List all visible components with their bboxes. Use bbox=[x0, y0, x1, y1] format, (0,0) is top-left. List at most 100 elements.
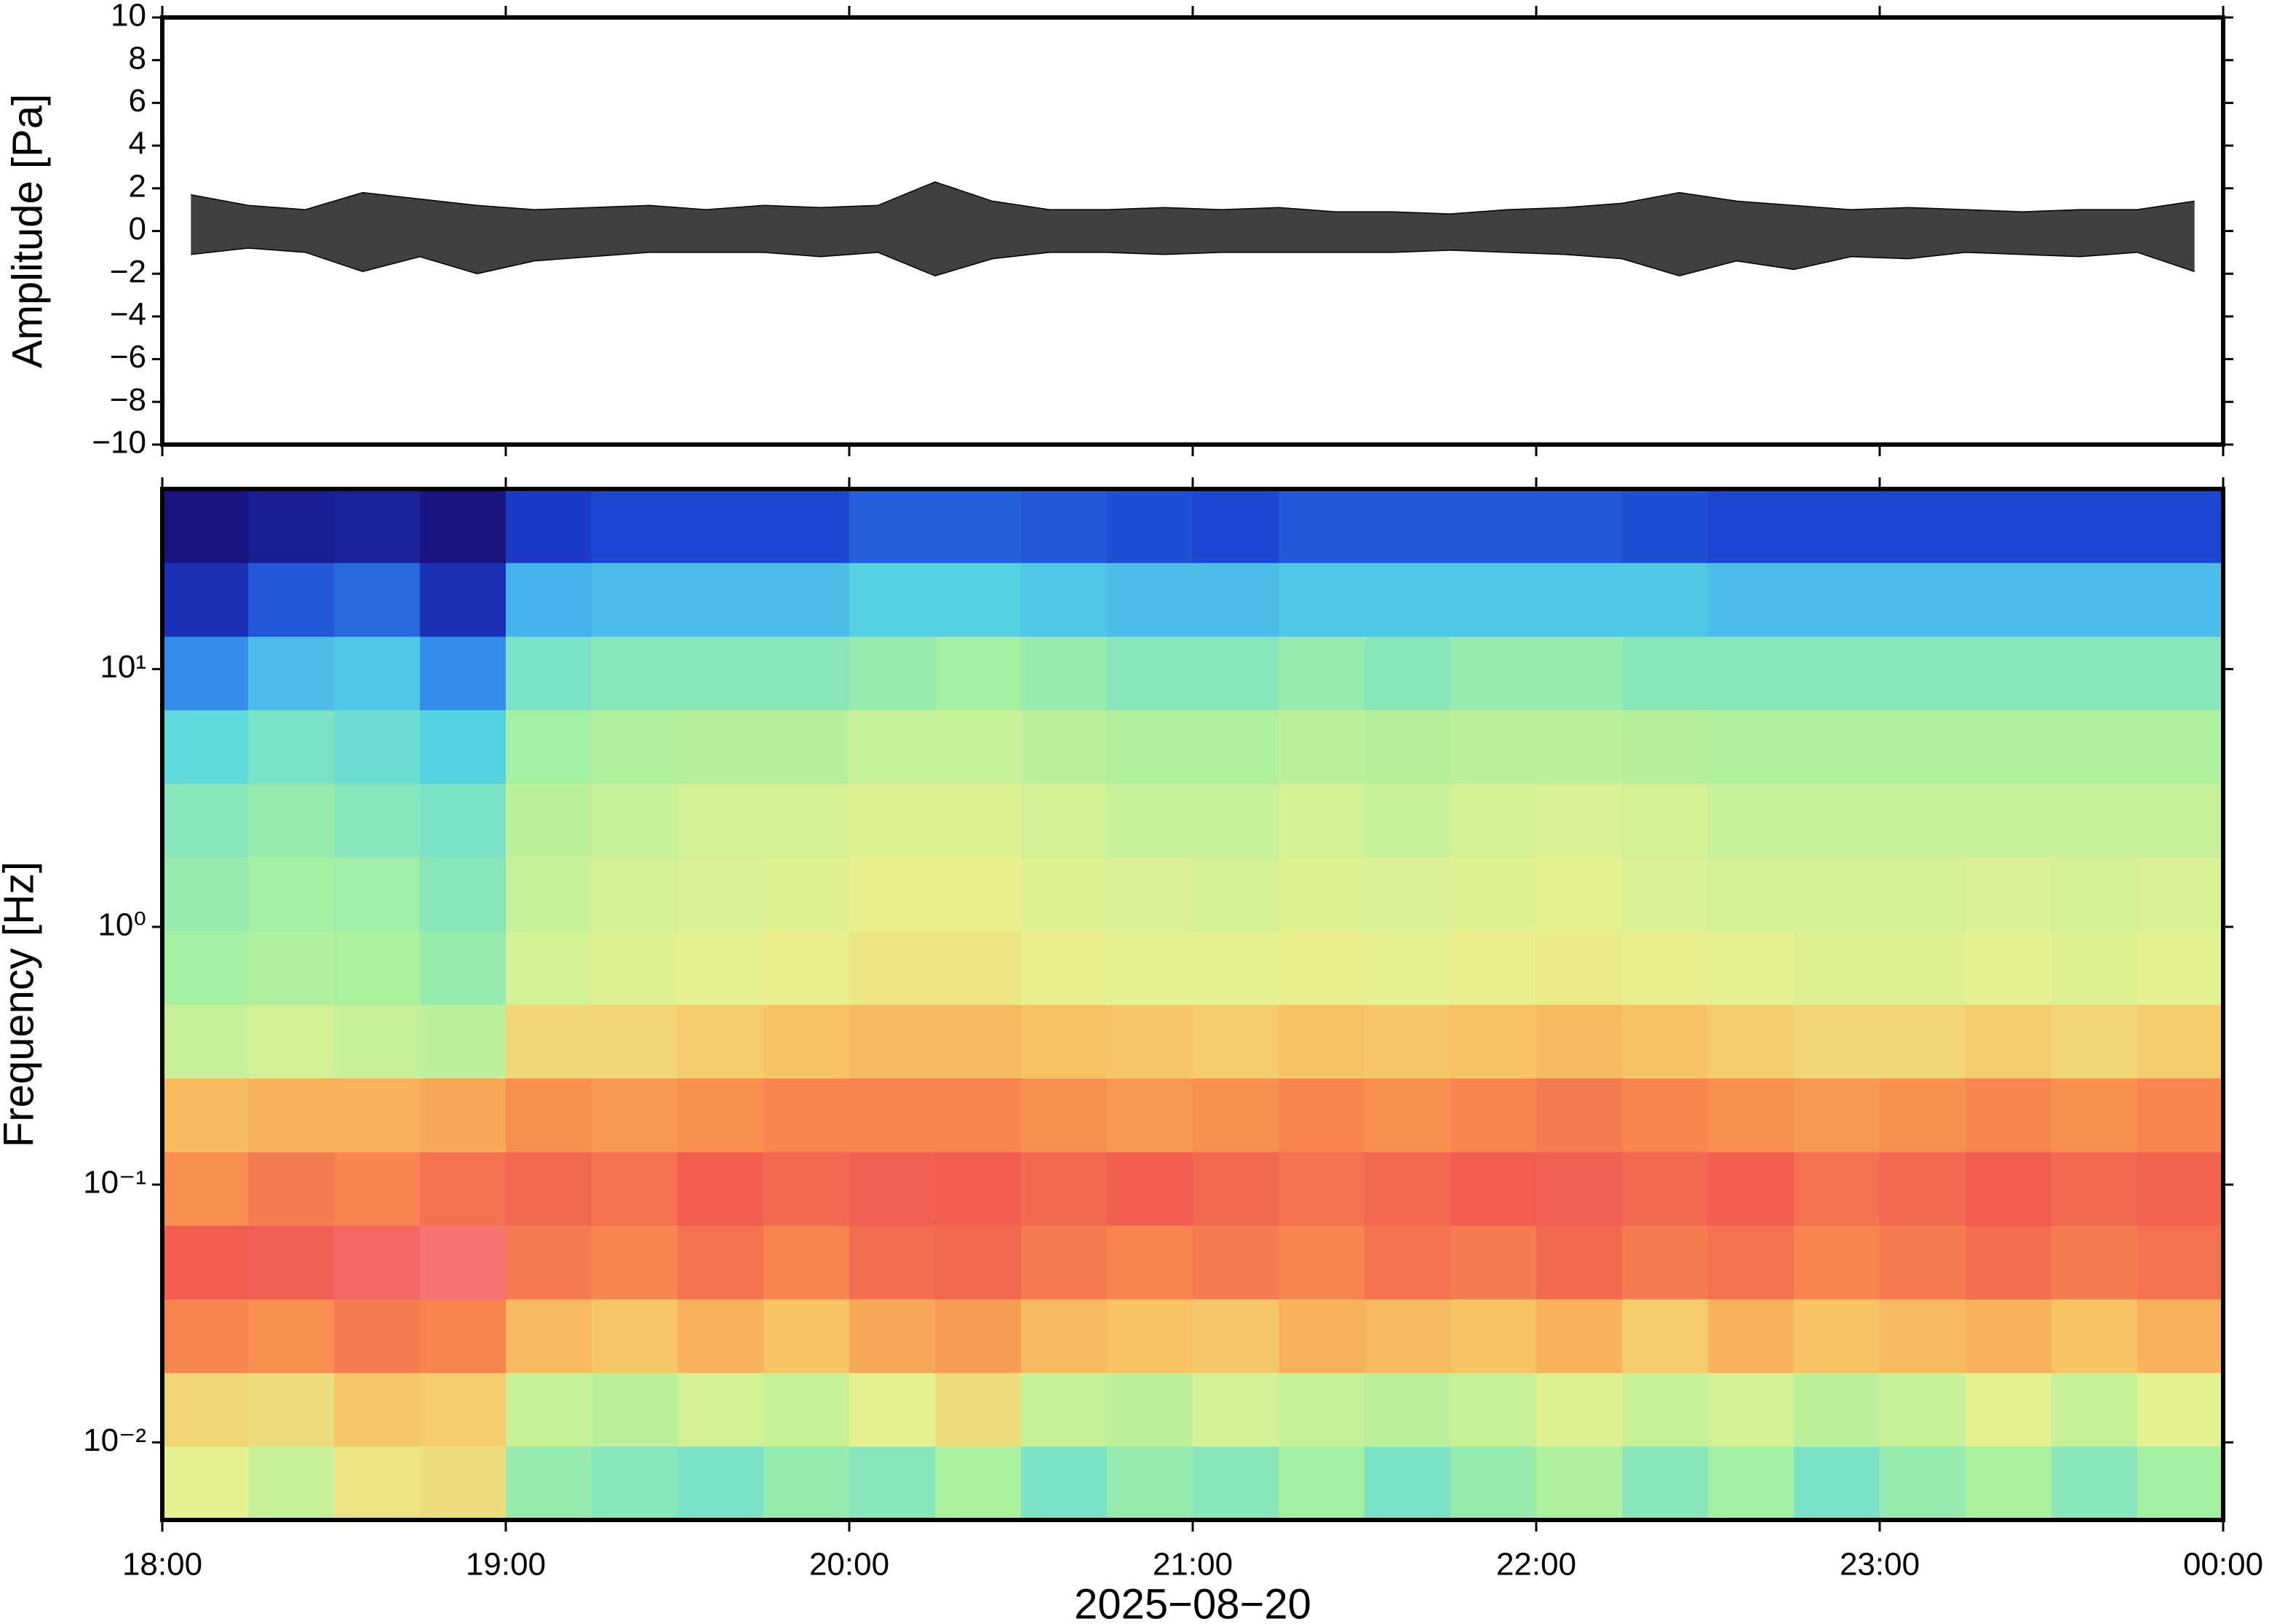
spectrogram-cell bbox=[763, 489, 850, 563]
spectrogram-cell bbox=[506, 709, 592, 784]
spectrogram-cell bbox=[1794, 636, 1880, 711]
spectrogram-cell bbox=[334, 1446, 421, 1520]
spectrogram-cell bbox=[1279, 856, 1365, 931]
spectrogram-cell bbox=[1794, 1446, 1880, 1520]
spectrogram-cell bbox=[1966, 856, 2052, 931]
spectrogram-cell bbox=[248, 1225, 335, 1299]
spectrogram-cell bbox=[1708, 1004, 1795, 1079]
spectrogram-cell bbox=[1536, 1078, 1623, 1153]
spectrogram-cell bbox=[592, 931, 678, 1006]
spectrogram-cell bbox=[248, 562, 335, 637]
spectrogram-cell bbox=[1279, 931, 1365, 1006]
spectrogram-cell bbox=[1880, 1299, 1966, 1373]
spectrogram-cell bbox=[1193, 562, 1279, 637]
spectrogram-cell bbox=[935, 1152, 1022, 1226]
spectrogram-cell bbox=[1107, 1299, 1193, 1373]
spectrogram-cell bbox=[1450, 709, 1537, 784]
y-tick-label: −10 bbox=[92, 425, 146, 461]
spectrogram-cell bbox=[506, 856, 592, 931]
spectrogram-cell bbox=[677, 931, 764, 1006]
spectrogram-cell bbox=[849, 783, 936, 858]
spectrogram-cell bbox=[2051, 931, 2138, 1006]
spectrogram-cell bbox=[1536, 562, 1623, 637]
spectrogram-cell bbox=[1708, 1152, 1795, 1226]
spectrogram-cell bbox=[1364, 489, 1451, 563]
spectrogram-cell bbox=[1107, 931, 1193, 1006]
spectrogram-cell bbox=[2137, 1078, 2223, 1153]
spectrogram-cell bbox=[592, 709, 678, 784]
spectrogram-cell bbox=[420, 1446, 506, 1520]
spectrogram-cell bbox=[1450, 1078, 1537, 1153]
spectrogram-cell bbox=[1364, 1152, 1451, 1226]
x-tick-label: 23:00 bbox=[1840, 1547, 1920, 1583]
spectrogram-cell bbox=[1794, 1225, 1880, 1299]
spectrogram-cell bbox=[334, 931, 421, 1006]
spectrogram-cell bbox=[1880, 1004, 1966, 1079]
spectrogram-cell bbox=[162, 636, 249, 711]
spectrogram-cell bbox=[1450, 783, 1537, 858]
x-tick-label: 21:00 bbox=[1153, 1547, 1233, 1583]
spectrogram-cell bbox=[592, 783, 678, 858]
spectrogram-cell bbox=[2137, 931, 2223, 1006]
spectrogram-cell bbox=[506, 1152, 592, 1226]
spectrogram-cells bbox=[162, 489, 2223, 1520]
y-tick-label: 2 bbox=[129, 168, 146, 204]
spectrogram-cell bbox=[2051, 783, 2138, 858]
spectrogram-cell bbox=[1536, 709, 1623, 784]
spectrogram-cell bbox=[248, 1078, 335, 1153]
spectrogram-cell bbox=[2137, 709, 2223, 784]
spectrogram-cell bbox=[162, 783, 249, 858]
spectrogram-cell bbox=[420, 931, 506, 1006]
spectrogram-cell bbox=[1536, 636, 1623, 711]
spectrogram-cell bbox=[1450, 1372, 1537, 1447]
spectrogram-cell bbox=[1880, 636, 1966, 711]
spectrogram-cell bbox=[420, 783, 506, 858]
spectrogram-cell bbox=[1536, 1004, 1623, 1079]
spectrogram-cell bbox=[1364, 856, 1451, 931]
y-axis-label: Amplitude [Pa] bbox=[4, 94, 51, 368]
spectrogram-cell bbox=[248, 1372, 335, 1447]
spectrogram-cell bbox=[763, 1225, 850, 1299]
spectrogram-cell bbox=[1536, 489, 1623, 563]
spectrogram-cell bbox=[935, 489, 1022, 563]
spectrogram-cell bbox=[1966, 489, 2052, 563]
spectrogram-cell bbox=[1450, 856, 1537, 931]
spectrogram-cell bbox=[1880, 1078, 1966, 1153]
spectrogram-cell bbox=[2051, 1078, 2138, 1153]
spectrogram-cell bbox=[1880, 931, 1966, 1006]
spectrogram-cell bbox=[506, 636, 592, 711]
spectrogram-cell bbox=[592, 1004, 678, 1079]
spectrogram-cell bbox=[162, 709, 249, 784]
spectrogram-cell bbox=[1107, 783, 1193, 858]
spectrogram-cell bbox=[1279, 562, 1365, 637]
spectrogram-cell bbox=[2051, 709, 2138, 784]
spectrogram-cell bbox=[763, 1299, 850, 1373]
spectrogram-cell bbox=[1966, 931, 2052, 1006]
spectrogram-cell bbox=[162, 489, 249, 563]
spectrogram-cell bbox=[1021, 562, 1108, 637]
spectrogram-cell bbox=[935, 783, 1022, 858]
spectrogram-cell bbox=[420, 1004, 506, 1079]
spectrogram-cell bbox=[1364, 1299, 1451, 1373]
spectrogram-cell bbox=[248, 636, 335, 711]
spectrogram-cell bbox=[334, 1372, 421, 1447]
spectrogram-cell bbox=[420, 1225, 506, 1299]
spectrogram-cell bbox=[420, 562, 506, 637]
spectrogram-cell bbox=[1021, 709, 1108, 784]
spectrogram-cell bbox=[420, 856, 506, 931]
spectrogram-cell bbox=[1622, 1004, 1709, 1079]
spectrogram-cell bbox=[248, 856, 335, 931]
spectrogram-cell bbox=[1193, 1078, 1279, 1153]
spectrogram-cell bbox=[1622, 1299, 1709, 1373]
spectrogram-cell bbox=[677, 709, 764, 784]
spectrogram-cell bbox=[1536, 931, 1623, 1006]
spectrogram-cell bbox=[849, 1078, 936, 1153]
spectrogram-cell bbox=[677, 1078, 764, 1153]
spectrogram-cell bbox=[935, 1299, 1022, 1373]
spectrogram-cell bbox=[1193, 636, 1279, 711]
spectrogram-cell bbox=[1966, 1299, 2052, 1373]
spectrogram-cell bbox=[1450, 1299, 1537, 1373]
spectrogram-cell bbox=[677, 489, 764, 563]
spectrogram-cell bbox=[1450, 1152, 1537, 1226]
spectrogram-cell bbox=[677, 856, 764, 931]
